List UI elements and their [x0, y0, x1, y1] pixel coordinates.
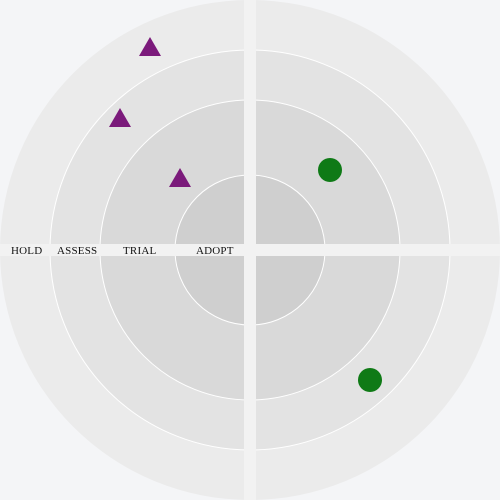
ring-labels: HOLD ASSESS TRIAL ADOPT — [11, 245, 234, 257]
radar-blips — [109, 37, 382, 392]
blip-circle-4[interactable] — [318, 158, 342, 182]
ring-label-assess: ASSESS — [57, 245, 97, 257]
ring-label-hold: HOLD — [11, 245, 42, 257]
blip-circle-5[interactable] — [358, 368, 382, 392]
ring-label-trial: TRIAL — [123, 245, 156, 257]
blip-triangle-3[interactable] — [169, 168, 191, 187]
radar-horizontal-axis — [0, 244, 500, 256]
blip-triangle-2[interactable] — [109, 108, 131, 127]
ring-label-adopt: ADOPT — [196, 245, 234, 257]
blip-triangle-1[interactable] — [139, 37, 161, 56]
